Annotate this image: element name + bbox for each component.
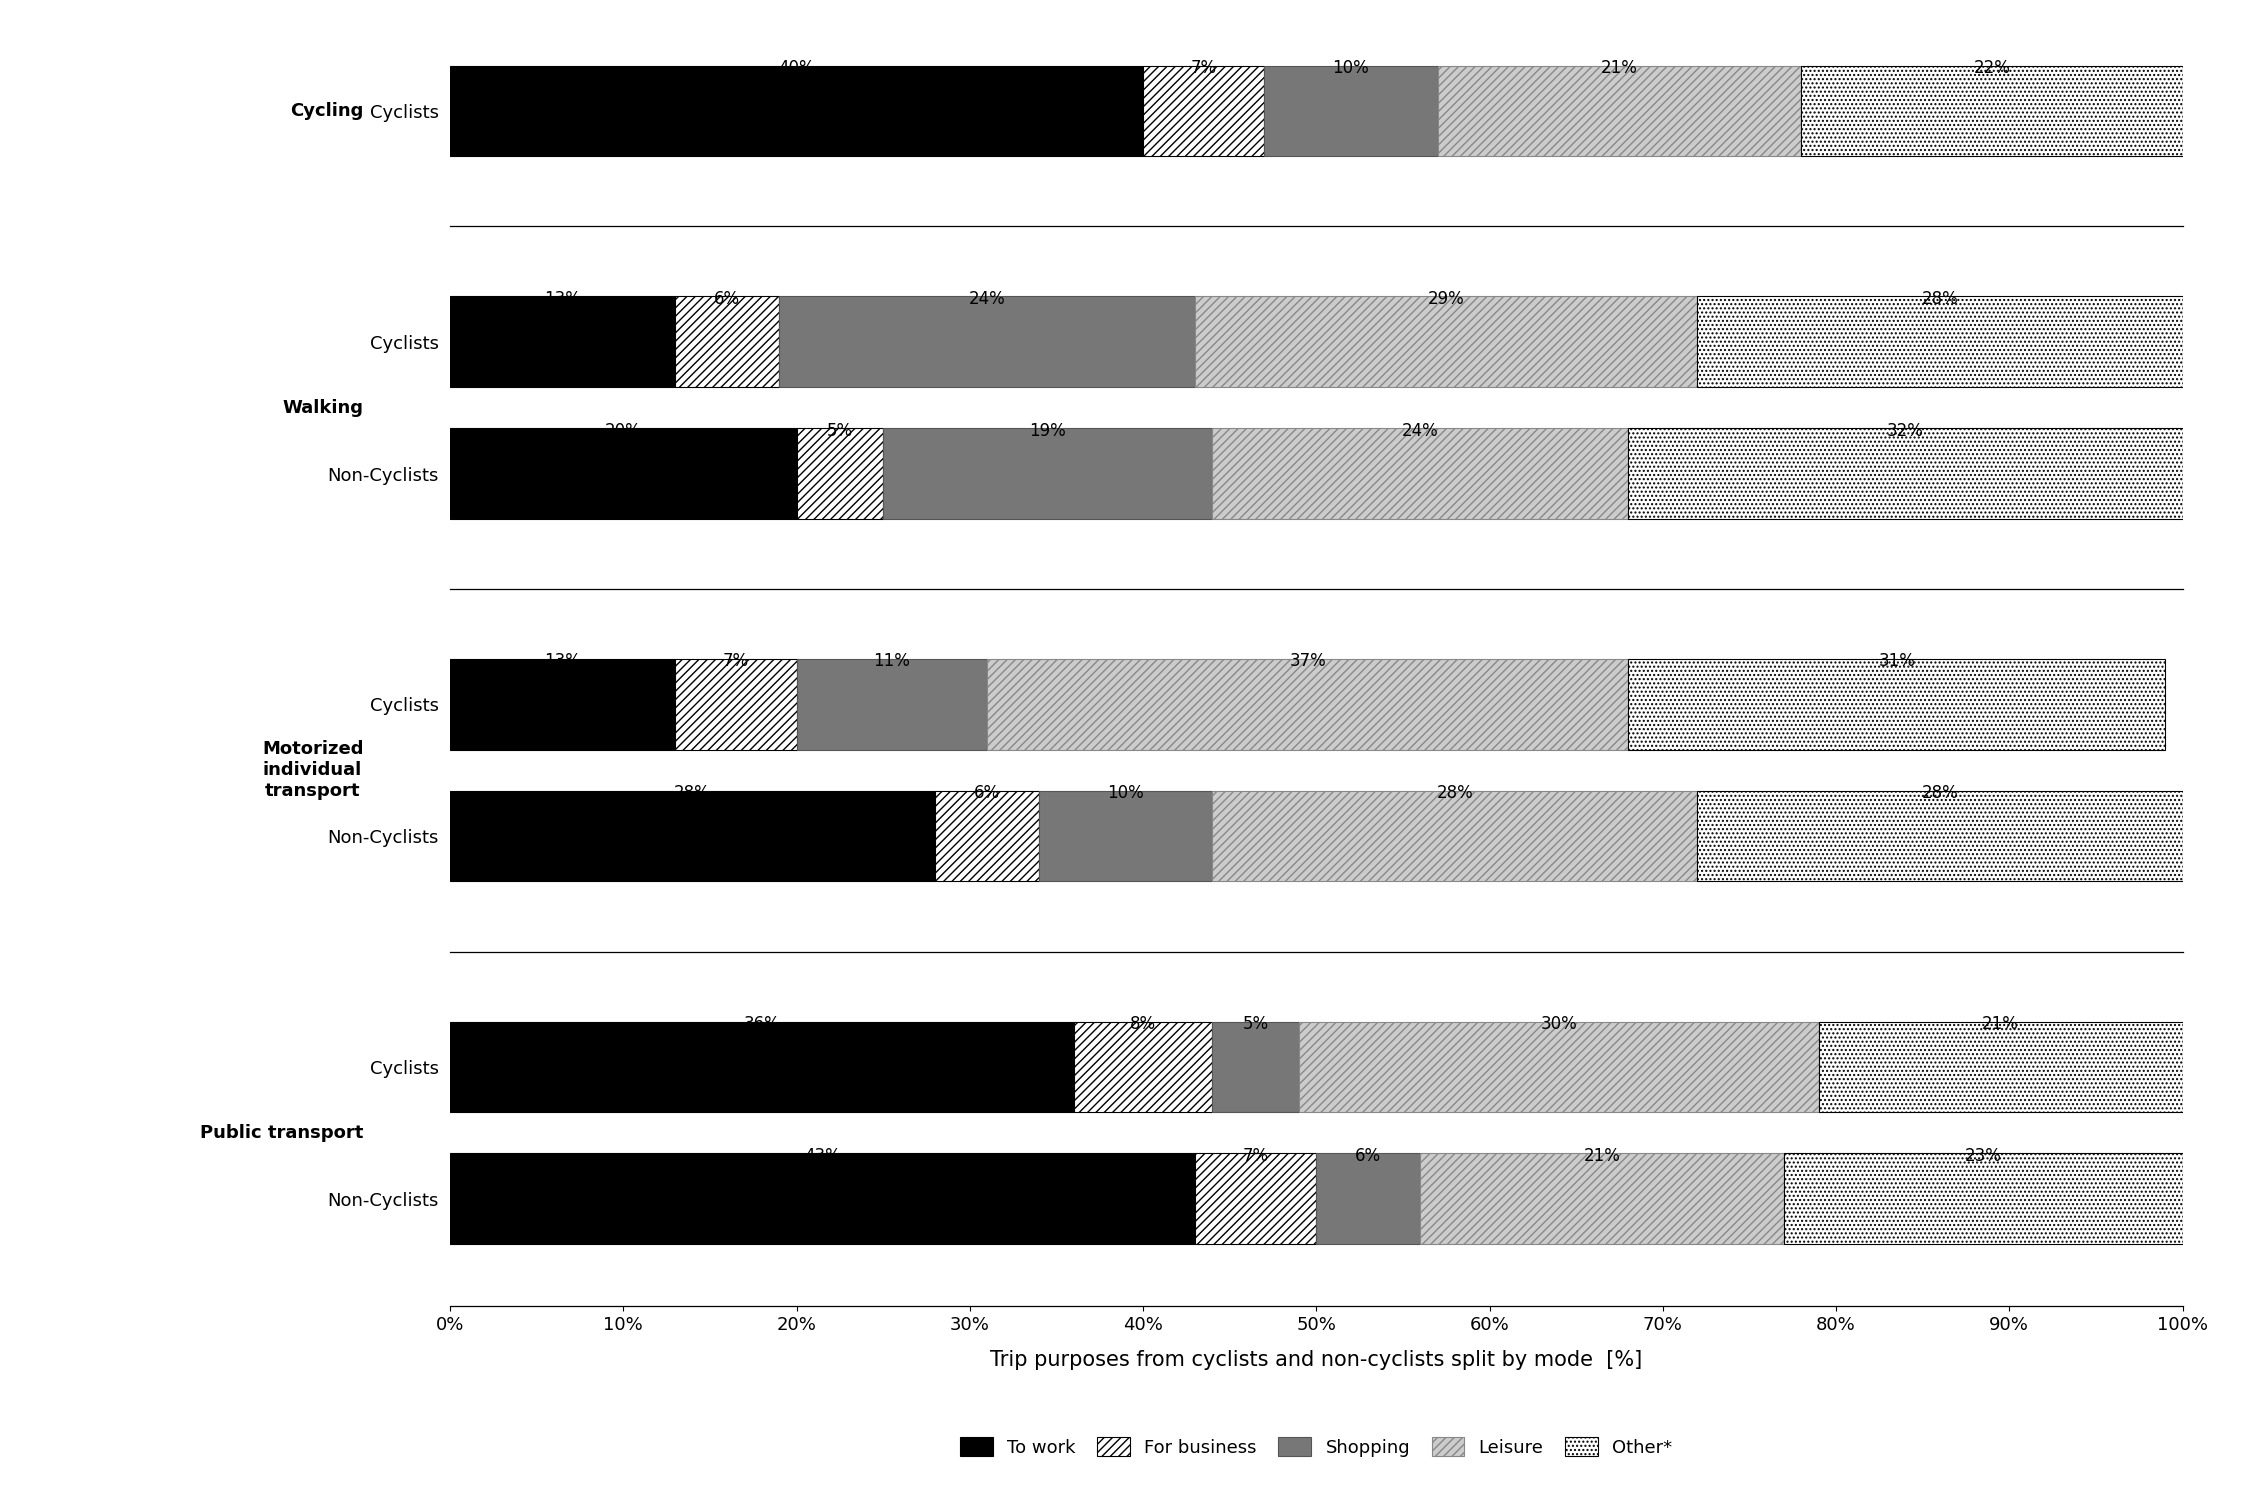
Text: Public transport: Public transport — [200, 1124, 364, 1142]
Bar — [1265, 66, 1438, 156]
Text: 31%: 31% — [1879, 653, 1915, 671]
Text: 36%: 36% — [742, 1015, 781, 1033]
Text: 28%: 28% — [1922, 784, 1958, 802]
Bar — [450, 1022, 1073, 1112]
Bar — [778, 296, 1195, 387]
Text: 13%: 13% — [544, 290, 580, 308]
Bar — [1195, 296, 1696, 387]
Bar — [1802, 66, 2182, 156]
Text: 30%: 30% — [1541, 1015, 1577, 1033]
Bar — [675, 296, 778, 387]
Text: 11%: 11% — [873, 653, 911, 671]
Bar — [450, 428, 796, 519]
Text: 37%: 37% — [1289, 653, 1325, 671]
Bar — [450, 659, 675, 749]
Bar — [1696, 791, 2182, 881]
Text: 10%: 10% — [1332, 59, 1370, 77]
Text: Motorized
individual
transport: Motorized individual transport — [261, 740, 364, 800]
Text: 24%: 24% — [1402, 422, 1438, 440]
Text: 10%: 10% — [1107, 784, 1143, 802]
Text: 22%: 22% — [1973, 59, 2009, 77]
Text: 28%: 28% — [675, 784, 711, 802]
Bar — [1629, 428, 2182, 519]
Bar — [450, 791, 936, 881]
Text: 32%: 32% — [1888, 422, 1924, 440]
Text: 19%: 19% — [1028, 422, 1066, 440]
Bar — [1195, 1153, 1316, 1244]
Text: Walking: Walking — [284, 399, 364, 417]
Bar — [1629, 659, 2164, 749]
Bar — [675, 659, 796, 749]
Bar — [1298, 1022, 1818, 1112]
Text: 6%: 6% — [1354, 1147, 1382, 1165]
Text: 21%: 21% — [1584, 1147, 1620, 1165]
Bar — [882, 428, 1213, 519]
Text: 28%: 28% — [1922, 290, 1958, 308]
Bar — [1143, 66, 1264, 156]
Text: 7%: 7% — [1242, 1147, 1269, 1165]
Bar — [1213, 791, 1696, 881]
Bar — [1213, 1022, 1298, 1112]
Text: 8%: 8% — [1130, 1015, 1156, 1033]
Bar — [1213, 428, 1629, 519]
Text: 20%: 20% — [605, 422, 641, 440]
Bar — [450, 1153, 1195, 1244]
Text: 7%: 7% — [1190, 59, 1217, 77]
Text: 6%: 6% — [974, 784, 1001, 802]
X-axis label: Trip purposes from cyclists and non-cyclists split by mode  [%]: Trip purposes from cyclists and non-cycl… — [990, 1351, 1642, 1370]
Bar — [450, 296, 675, 387]
Text: 13%: 13% — [544, 653, 580, 671]
Text: 7%: 7% — [722, 653, 749, 671]
Bar — [1073, 1022, 1213, 1112]
Bar — [936, 791, 1040, 881]
Text: 5%: 5% — [826, 422, 853, 440]
Text: 40%: 40% — [778, 59, 814, 77]
Text: 5%: 5% — [1242, 1015, 1269, 1033]
Text: 28%: 28% — [1436, 784, 1474, 802]
Bar — [450, 66, 1143, 156]
Text: 43%: 43% — [803, 1147, 842, 1165]
Bar — [1784, 1153, 2182, 1244]
Bar — [1438, 66, 1802, 156]
Text: 29%: 29% — [1429, 290, 1465, 308]
Text: Cycling: Cycling — [290, 102, 364, 120]
Bar — [1818, 1022, 2182, 1112]
Text: 23%: 23% — [1964, 1147, 2002, 1165]
Text: 6%: 6% — [713, 290, 740, 308]
Bar — [1420, 1153, 1784, 1244]
Legend: To work, For business, Shopping, Leisure, Other*: To work, For business, Shopping, Leisure… — [952, 1429, 1681, 1466]
Bar — [1040, 791, 1213, 881]
Bar — [796, 428, 882, 519]
Text: 24%: 24% — [970, 290, 1006, 308]
Bar — [988, 659, 1629, 749]
Text: 21%: 21% — [1602, 59, 1638, 77]
Bar — [796, 659, 988, 749]
Bar — [1316, 1153, 1420, 1244]
Bar — [1696, 296, 2182, 387]
Text: 21%: 21% — [1982, 1015, 2018, 1033]
